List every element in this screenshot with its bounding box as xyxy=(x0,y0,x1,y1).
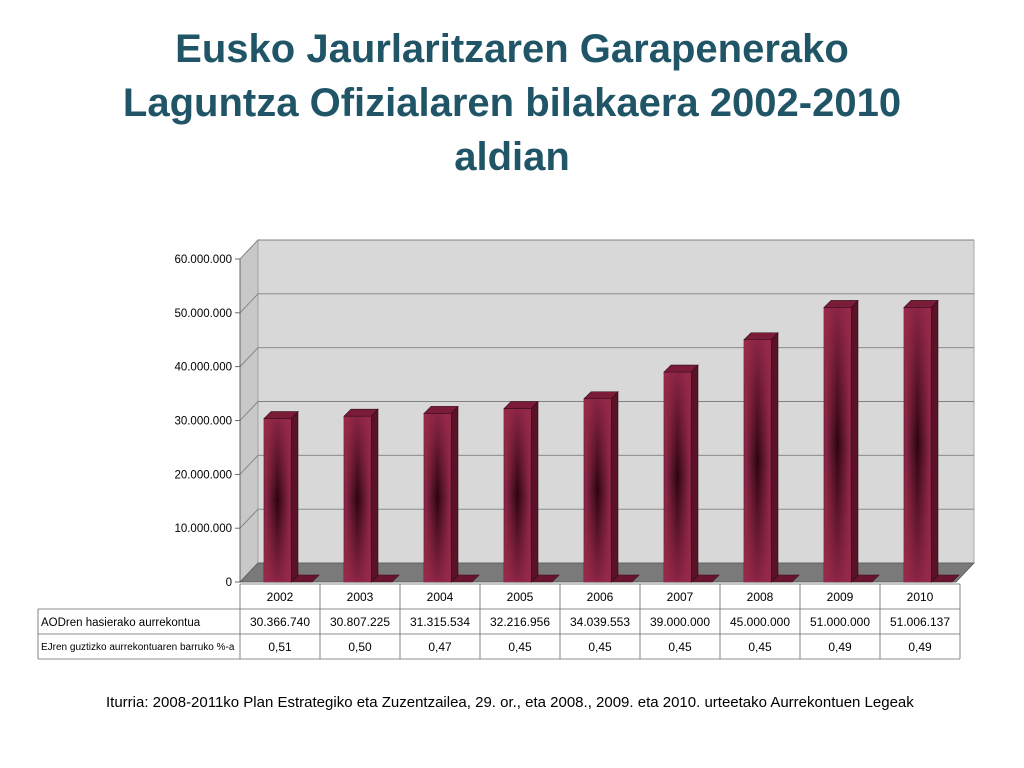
bar-base xyxy=(290,574,320,583)
table-cell: 0,45 xyxy=(588,640,612,654)
bar-base xyxy=(690,574,720,583)
gridline xyxy=(239,239,974,260)
bar-base xyxy=(530,574,560,583)
title-line-2: Laguntza Ofizialaren bilakaera 2002-2010 xyxy=(122,81,902,125)
y-tick-label: 30.000.000 xyxy=(174,416,232,428)
x-category-label: 2007 xyxy=(667,590,694,604)
table-cell: 0,45 xyxy=(668,640,692,654)
bar-base xyxy=(850,574,880,583)
bar-front-shade xyxy=(904,307,931,582)
bar-top-face xyxy=(743,332,779,341)
table-cell: 30.366.740 xyxy=(250,615,310,629)
gridline xyxy=(239,508,974,529)
bar-top-face xyxy=(343,408,379,417)
x-category-label: 2005 xyxy=(507,590,534,604)
chart-plot-area: 0 10.000.000 20.000.000 30.000.000 40.000.00… xyxy=(37,238,975,660)
bar-front-shade xyxy=(584,398,611,582)
table-cell: 39.000.000 xyxy=(650,615,710,629)
bar-front-shade xyxy=(664,372,691,582)
y-tick-label: 20.000.000 xyxy=(174,469,232,481)
table-cell: 0,50 xyxy=(348,640,372,654)
bar-2003 xyxy=(343,408,400,583)
x-category-label: 2006 xyxy=(587,590,614,604)
bar-top-face xyxy=(263,411,299,419)
bar-side-face xyxy=(610,391,619,583)
bar-side-face xyxy=(290,410,299,583)
bar-2008 xyxy=(743,332,800,583)
x-category-label: 2008 xyxy=(747,590,774,604)
source-note: Iturria: 2008-2011ko Plan Estrategiko et… xyxy=(106,694,914,711)
bar-front-shade xyxy=(824,307,851,582)
x-category-label: 2009 xyxy=(827,590,854,604)
gridline xyxy=(239,293,974,314)
x-category-label: 2003 xyxy=(347,590,374,604)
bar-front-shade xyxy=(504,408,531,582)
gridline xyxy=(239,401,974,421)
table-cell: 51.006.137 xyxy=(890,615,950,629)
bar-front-shade xyxy=(424,413,451,582)
bar-2002 xyxy=(263,410,320,583)
table-row-label: AODren hasierako aurrekontua xyxy=(41,617,201,629)
y-tick-label: 50.000.000 xyxy=(174,308,232,320)
table-cell: 0,51 xyxy=(268,640,292,654)
bar-base xyxy=(370,574,400,583)
title-line-1: Eusko Jaurlaritzaren Garapenerako xyxy=(175,27,849,71)
table-cell: 45.000.000 xyxy=(730,615,790,629)
table-cell: 31.315.534 xyxy=(410,615,470,629)
table-cell: 34.039.553 xyxy=(570,615,630,629)
table-row-label: EJren guztizko aurrekontuaren barruko %-… xyxy=(41,642,235,653)
table-cell: 51.000.000 xyxy=(810,615,870,629)
table-cell: 0,45 xyxy=(508,640,532,654)
table-cell: 30.807.225 xyxy=(330,615,390,629)
table-cell: 0,47 xyxy=(428,640,452,654)
y-tick-label: 0 xyxy=(226,577,232,589)
bar-2009 xyxy=(823,299,880,583)
y-tick-label: 40.000.000 xyxy=(174,362,232,374)
bar-base xyxy=(930,574,960,583)
bar-side-face xyxy=(370,408,379,583)
bar-top-face xyxy=(823,300,859,308)
table-cell: 0,45 xyxy=(748,640,772,654)
bar-side-face xyxy=(450,405,459,583)
x-category-label: 2010 xyxy=(907,590,934,604)
bar-base xyxy=(610,574,640,583)
bar-base xyxy=(770,574,800,583)
table-cell: 0,49 xyxy=(908,640,932,654)
bar-base xyxy=(450,574,480,583)
bar-2010 xyxy=(903,299,960,583)
bar-top-face xyxy=(423,406,459,414)
bar-2006 xyxy=(583,391,640,583)
bar-side-face xyxy=(690,364,699,583)
bar-2005 xyxy=(503,400,560,583)
bar-front-shade xyxy=(344,416,371,582)
bar-front-shade xyxy=(264,418,291,582)
bar-side-face xyxy=(770,332,779,583)
y-tick-label: 60.000.000 xyxy=(174,254,232,266)
table-cell: 32.216.956 xyxy=(490,615,550,629)
bar-top-face xyxy=(503,401,539,409)
x-category-label: 2002 xyxy=(267,590,294,604)
bar-front-shade xyxy=(744,339,771,582)
bar-top-face xyxy=(583,391,619,400)
x-category-label: 2004 xyxy=(427,590,454,604)
y-tick-label: 10.000.000 xyxy=(174,523,232,535)
bar-top-face xyxy=(663,364,699,373)
table-cell: 0,49 xyxy=(828,640,852,654)
slide-title: Eusko Jaurlaritzaren Garapenerako Lagunt… xyxy=(40,22,984,184)
gridline xyxy=(239,454,974,475)
bar-top-face xyxy=(903,300,939,308)
bar-2007 xyxy=(663,364,720,583)
bar-side-face xyxy=(850,299,859,583)
title-line-3: aldian xyxy=(454,135,570,179)
gridline xyxy=(239,347,974,367)
bar-side-face xyxy=(530,400,539,583)
bar-2004 xyxy=(423,405,480,583)
bar-side-face xyxy=(930,299,939,583)
